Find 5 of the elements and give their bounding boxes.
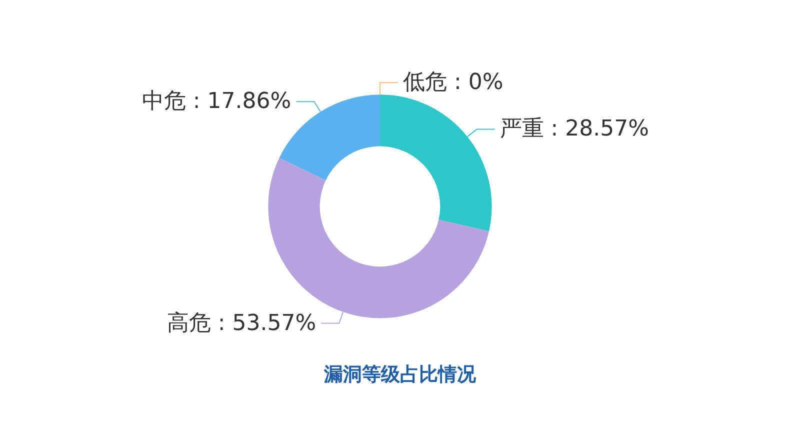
slice-label: 高危 : 53.57% bbox=[166, 310, 316, 336]
legend-label: 低危 : 0% bbox=[403, 70, 504, 96]
slice-label: 中危 : 17.86% bbox=[142, 89, 292, 114]
slice-label: 严重 : 28.57% bbox=[500, 116, 650, 142]
text: 漏洞等级占比情况 bbox=[323, 364, 477, 386]
